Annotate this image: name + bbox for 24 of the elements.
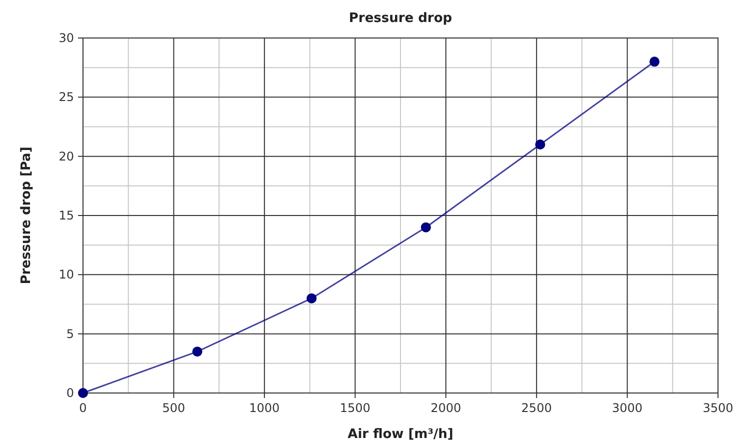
- y-tick-label: 25: [58, 90, 74, 104]
- x-tick-label: 500: [162, 401, 186, 415]
- point: [650, 56, 660, 67]
- x-tick-label: 0: [79, 401, 87, 415]
- x-tick-label: 2500: [521, 401, 552, 415]
- point: [78, 388, 88, 398]
- y-tick-label: 10: [58, 268, 74, 282]
- point: [192, 346, 202, 357]
- x-tick-label: 2000: [430, 401, 462, 415]
- x-tick-label: 3500: [702, 401, 734, 415]
- x-axis-title: Air flow [m³/h]: [348, 427, 454, 442]
- y-tick-label: 0: [66, 386, 74, 400]
- point: [306, 293, 317, 304]
- point: [420, 222, 431, 232]
- chart-title: Pressure drop: [348, 11, 452, 26]
- y-tick-label: 20: [58, 149, 74, 164]
- x-tick-label: 3000: [612, 401, 643, 415]
- x-tick-label: 1000: [249, 401, 280, 415]
- y-axis-title: Pressure drop [Pa]: [19, 146, 34, 284]
- y-tick-label: 30: [58, 31, 74, 45]
- y-tick-label: 5: [66, 326, 74, 341]
- x-tick-label: 1500: [340, 401, 370, 415]
- y-tick-label: 15: [58, 208, 74, 222]
- point: [535, 140, 546, 150]
